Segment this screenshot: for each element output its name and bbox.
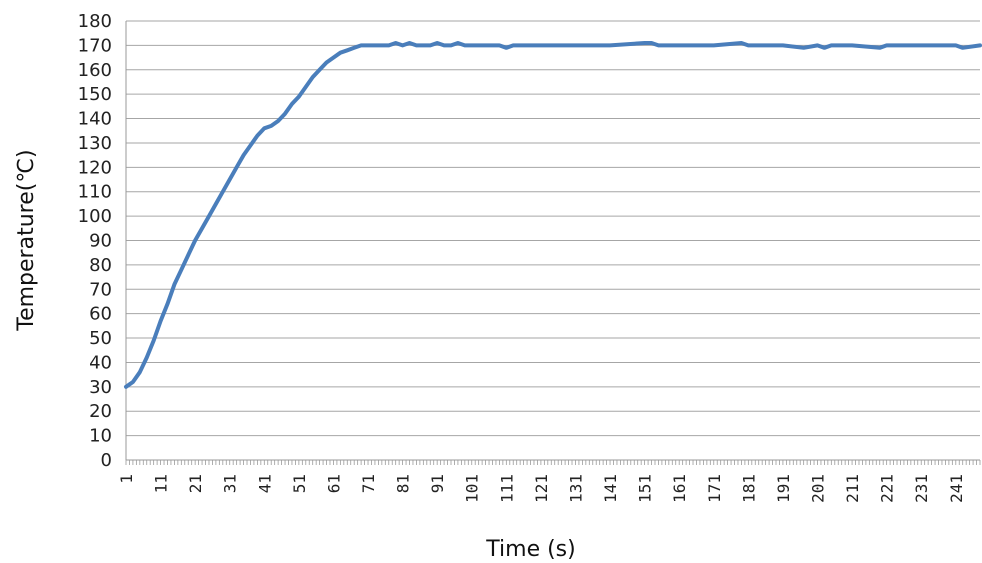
- x-tick-label: 61: [324, 474, 343, 493]
- x-tick-label: 41: [255, 474, 274, 493]
- x-tick-label: 101: [463, 474, 482, 503]
- y-tick-label: 160: [78, 60, 112, 81]
- x-tick-label: 31: [221, 474, 240, 493]
- y-tick-label: 140: [78, 109, 112, 130]
- x-tick-label: 11: [152, 474, 171, 493]
- y-tick-label: 110: [78, 182, 112, 203]
- y-tick-label: 30: [89, 377, 112, 398]
- y-tick-label: 130: [78, 133, 112, 154]
- x-tick-label: 91: [428, 474, 447, 493]
- y-tick-label: 40: [89, 352, 112, 373]
- x-axis-minor-ticks: [125, 460, 981, 465]
- y-tick-label: 150: [78, 84, 112, 105]
- x-tick-label: 151: [636, 474, 655, 503]
- x-tick-label: 21: [186, 474, 205, 493]
- x-tick-label: 221: [878, 474, 897, 503]
- x-tick-label: 141: [601, 474, 620, 503]
- x-tick-label: 71: [359, 474, 378, 493]
- x-tick-label: 171: [705, 474, 724, 503]
- y-tick-label: 70: [89, 279, 112, 300]
- y-axis-title: Temperature(℃): [14, 149, 39, 331]
- x-tick-label: 161: [670, 474, 689, 503]
- x-tick-label: 201: [808, 474, 827, 503]
- x-tick-label: 241: [947, 474, 966, 503]
- x-axis-ticks: 1 11 21 31 41 51 61 71 81 91 101 111 121 131 141 151 161…: [117, 474, 966, 503]
- x-tick-label: 181: [739, 474, 758, 503]
- x-tick-label: 121: [532, 474, 551, 503]
- y-tick-label: 50: [89, 328, 112, 349]
- y-tick-label: 60: [89, 304, 112, 325]
- x-tick-label: 51: [290, 474, 309, 493]
- y-tick-label: 170: [78, 35, 112, 56]
- y-tick-label: 180: [78, 11, 112, 32]
- y-tick-label: 90: [89, 231, 112, 252]
- y-tick-label: 80: [89, 255, 112, 276]
- y-axis-ticks: 0 10 20 30 40 50 60 70 80 90 100 110 120 130 140 150 160…: [78, 11, 112, 471]
- gridlines: [126, 20, 980, 437]
- x-tick-label: 131: [566, 474, 585, 503]
- x-tick-label: 81: [394, 474, 413, 493]
- y-tick-label: 0: [101, 450, 112, 471]
- y-tick-label: 10: [89, 426, 112, 447]
- y-tick-label: 20: [89, 401, 112, 422]
- x-tick-label: 211: [843, 474, 862, 503]
- series-line: [124, 41, 982, 389]
- x-tick-label: 191: [774, 474, 793, 503]
- x-axis-title: Time (s): [485, 537, 575, 562]
- y-tick-label: 100: [78, 206, 112, 227]
- x-tick-label: 111: [497, 474, 516, 503]
- y-tick-label: 120: [78, 157, 112, 178]
- x-tick-label: 231: [912, 474, 931, 503]
- x-tick-label: 1: [117, 474, 136, 484]
